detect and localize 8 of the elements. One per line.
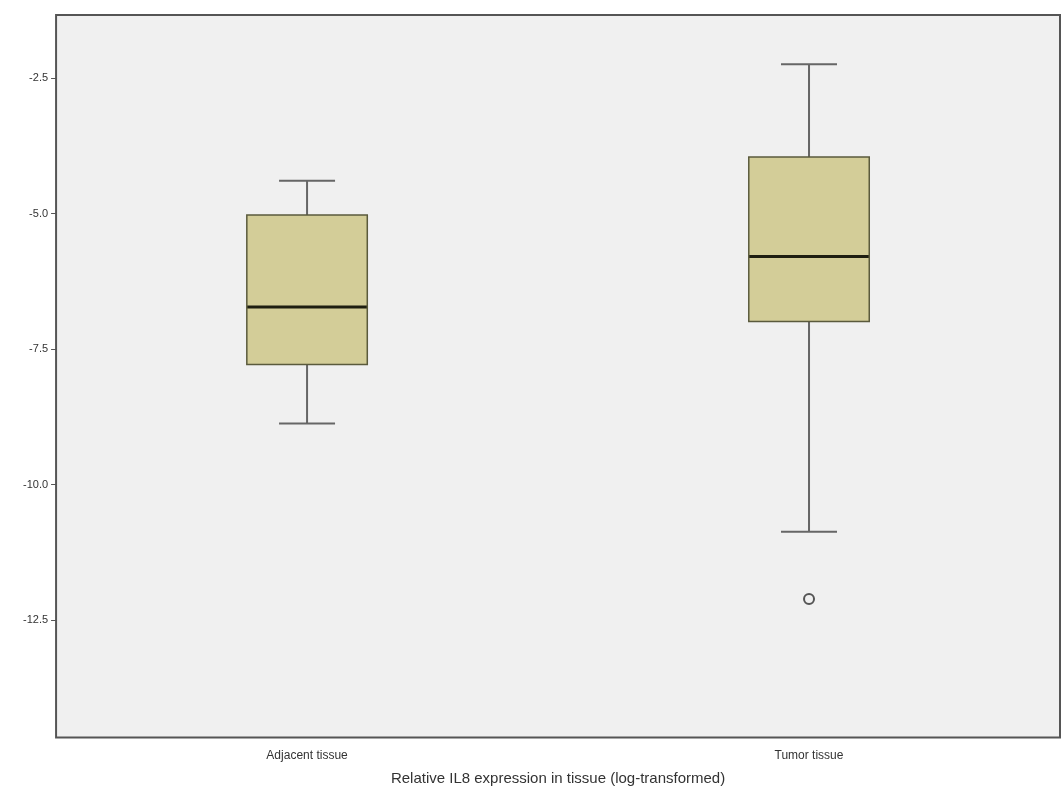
x-tick-label: Tumor tissue <box>774 748 844 763</box>
y-tick-label: -12.5 <box>22 613 49 626</box>
y-tick-label: -10.0 <box>22 477 49 490</box>
y-tick-label: -2.5 <box>29 71 49 84</box>
y-tick-label: -7.5 <box>29 342 49 355</box>
x-axis-title: Relative IL8 expression in tissue (log-transformed) <box>390 769 726 787</box>
x-tick-label: Adjacent tissue <box>266 748 349 763</box>
y-tick-label: -5.0 <box>29 206 49 219</box>
